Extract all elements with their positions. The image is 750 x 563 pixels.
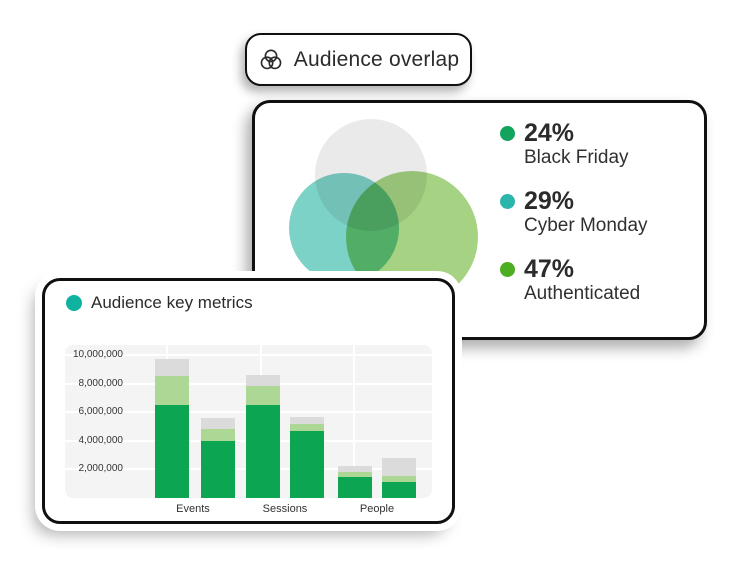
bar-segment-primary (382, 482, 416, 498)
metric-dot-icon (66, 295, 82, 311)
y-axis-tick-label: 2,000,000 (78, 463, 124, 475)
bar-segment-tertiary (290, 416, 324, 424)
stacked-bar (155, 359, 189, 498)
bar-segment-tertiary (201, 417, 235, 430)
venn-overlap-icon (258, 47, 284, 73)
legend-label: Cyber Monday (524, 215, 648, 236)
bar-segment-primary (246, 405, 280, 498)
legend-item-cyber-monday: 29% Cyber Monday (500, 188, 648, 237)
legend-percent: 47% (524, 255, 575, 283)
x-axis-category-label: Sessions (262, 503, 308, 515)
bar-segment-secondary (155, 376, 189, 406)
bar-segment-secondary (338, 471, 372, 477)
stacked-bar (338, 465, 372, 498)
stacked-bar (246, 375, 280, 498)
bar-segment-primary (338, 476, 372, 498)
x-axis-category-label: Events (176, 503, 210, 515)
y-axis-tick-label: 4,000,000 (78, 434, 124, 446)
legend-percent: 24% (524, 119, 575, 147)
y-axis-tick-label: 10,000,000 (72, 349, 123, 360)
x-gridline (353, 345, 355, 498)
bar-segment-tertiary (246, 375, 280, 387)
bar-segment-primary (290, 430, 324, 498)
stacked-bar (201, 417, 235, 498)
chart-title: Audience key metrics (91, 293, 253, 312)
legend-percent: 29% (524, 187, 575, 215)
chart-title-row: Audience key metrics (66, 293, 253, 313)
legend-label: Black Friday (524, 147, 629, 168)
legend-label: Authenticated (524, 283, 641, 304)
x-axis-category-label: People (359, 503, 395, 515)
bar-segment-secondary (246, 386, 280, 406)
legend-dot-icon (500, 126, 515, 141)
stacked-bar (290, 416, 324, 498)
bar-segment-tertiary (338, 465, 372, 472)
overlap-legend: 24% Black Friday 29% Cyber Monday 47% Au… (500, 120, 648, 305)
badge-label: Audience overlap (293, 47, 460, 71)
audience-key-metrics-card: Audience key metrics 2,000,000 4,000,000 6… (42, 278, 455, 524)
bar-segment-secondary (201, 429, 235, 441)
bar-segment-tertiary (155, 359, 189, 377)
audience-overlap-badge[interactable]: Audience overlap (245, 33, 472, 86)
legend-dot-icon (500, 194, 515, 209)
legend-item-authenticated: 47% Authenticated (500, 256, 648, 305)
y-axis-tick-label: 8,000,000 (78, 377, 124, 389)
bar-segment-primary (201, 440, 235, 498)
bar-segment-tertiary (382, 458, 416, 476)
y-axis-tick-label: 6,000,000 (78, 406, 124, 418)
legend-dot-icon (500, 262, 515, 277)
bar-segment-primary (155, 405, 189, 498)
bar-segment-secondary (290, 423, 324, 431)
bar-segment-secondary (382, 475, 416, 483)
x-axis-labels: Events Sessions People (65, 503, 432, 517)
bar-chart-plot-area: 2,000,000 4,000,000 6,000,000 8,000,000 10,0… (65, 345, 432, 498)
legend-item-black-friday: 24% Black Friday (500, 120, 648, 169)
stacked-bar (382, 458, 416, 498)
y-gridline (65, 354, 432, 357)
